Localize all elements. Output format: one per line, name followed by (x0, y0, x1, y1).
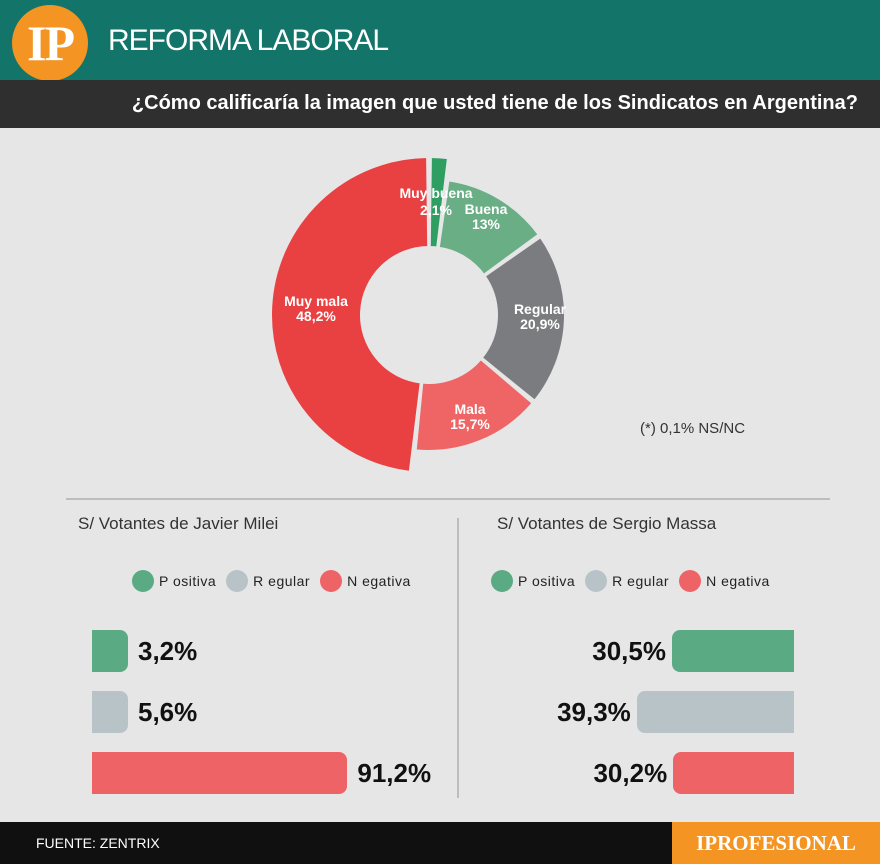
donut-slice-regular (480, 236, 566, 402)
donut-label-mala: Mala (454, 401, 485, 417)
donut-value-mala: 15,7% (450, 416, 490, 432)
legend-dot-negative (679, 570, 702, 592)
donut-slice-muy-buena (428, 156, 449, 249)
legend-label-positive: P ositiva (518, 573, 576, 589)
legend-label-regular: R egular (612, 573, 670, 589)
question-text: ¿Cómo calificaría la imagen que usted ti… (131, 92, 858, 114)
legend-label-regular: R egular (253, 573, 311, 589)
massa-bar-regular (636, 691, 794, 733)
massa-bar-positiva (672, 630, 794, 672)
legend-dot-regular (585, 570, 608, 592)
header: IP REFORMA LABORAL (0, 0, 880, 81)
massa-panel-title: S/ Votantes de Sergio Massa (497, 514, 717, 533)
massa-value-regular: 39,3% (557, 697, 631, 727)
donut-value-regular: 20,9% (520, 316, 560, 332)
massa-value-negativa: 30,2% (593, 758, 668, 788)
divider-horizontal (66, 498, 830, 500)
legend-dot-positive (132, 570, 154, 592)
milei-value-regular: 5,6% (138, 697, 198, 727)
divider-vertical (457, 518, 459, 798)
donut-slice-buena (437, 179, 540, 276)
iprofesional-brand: IPROFESIONAL (672, 822, 880, 864)
donut-slice-mala (414, 358, 534, 452)
legend-dot-negative (320, 570, 343, 592)
donut-value-muy-buena: 2,1% (420, 202, 452, 218)
massa-bar-negativa (673, 752, 794, 794)
milei-value-positiva: 3,2% (138, 636, 198, 666)
donut-value-muy-mala: 48,2% (296, 308, 336, 324)
milei-bar-negativa (92, 752, 348, 794)
legend-dot-regular (226, 570, 249, 592)
legend-label-positive: P ositiva (159, 573, 217, 589)
donut-label-regular: Regular (514, 301, 567, 317)
source-credit: FUENTE: ZENTRIX (36, 835, 160, 851)
header-title: REFORMA LABORAL (108, 24, 389, 57)
massa-value-positiva: 30,5% (592, 636, 666, 666)
milei-bar-regular (92, 691, 128, 733)
milei-legend: P ositiva R egular N egativa (132, 570, 421, 592)
milei-panel-title: S/ Votantes de Javier Milei (78, 514, 279, 533)
legend-dot-positive (491, 570, 513, 592)
donut-slice-muy-mala (270, 156, 430, 473)
milei-bar-positiva (92, 630, 128, 672)
nsnc-note: (*) 0,1% NS/NC (640, 420, 746, 437)
donut-label-muy-buena: Muy buena (399, 185, 472, 201)
donut-value-buena: 13% (472, 216, 501, 232)
footer: FUENTE: ZENTRIX IPROFESIONAL (0, 822, 880, 864)
donut-label-buena: Buena (465, 201, 508, 217)
question-banner: ¿Cómo calificaría la imagen que usted ti… (0, 80, 880, 128)
ip-logo: IP (12, 5, 88, 81)
legend-label-negative: N egativa (706, 573, 770, 589)
donut-label-muy-mala: Muy mala (284, 293, 348, 309)
milei-value-negativa: 91,2% (357, 758, 432, 788)
massa-legend: P ositiva R egular N egativa (491, 570, 780, 592)
legend-label-negative: N egativa (347, 573, 411, 589)
